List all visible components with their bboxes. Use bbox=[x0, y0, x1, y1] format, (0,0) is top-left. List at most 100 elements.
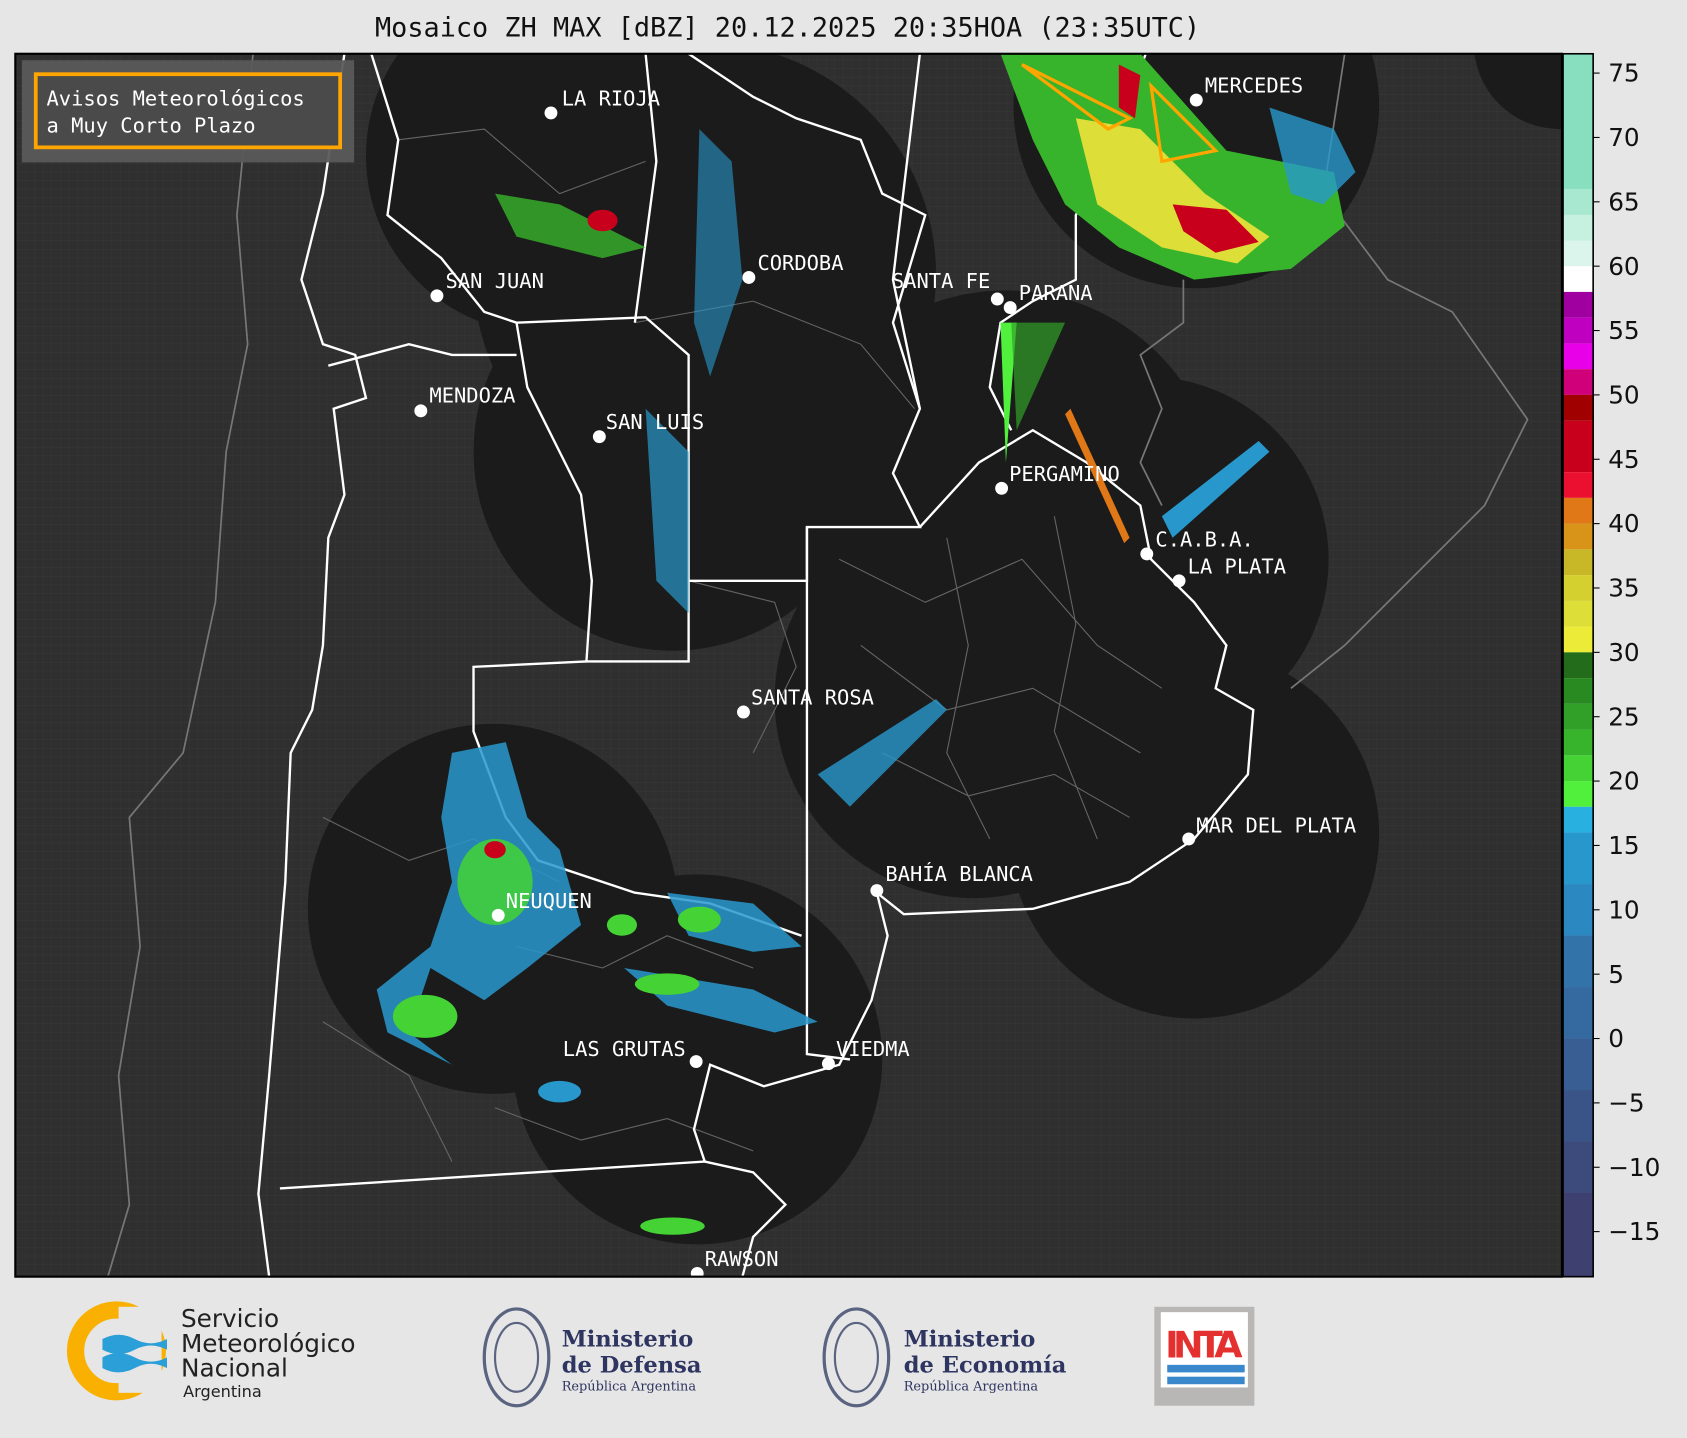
colorbar-band bbox=[1563, 1141, 1594, 1193]
colorbar-band bbox=[1563, 600, 1594, 627]
city-mar-del-plata: MAR DEL PLATA bbox=[1182, 813, 1356, 846]
colorbar-band bbox=[1563, 394, 1594, 421]
city-parana: PARANA bbox=[1003, 281, 1093, 315]
colorbar-tick-label: 0 bbox=[1608, 1024, 1624, 1053]
colorbar-band bbox=[1563, 343, 1594, 370]
colorbar-band bbox=[1563, 987, 1594, 1039]
alert-box[interactable]: Avisos Meteorológicos a Muy Corto Plazo bbox=[21, 60, 355, 163]
ministerio-defensa-logo: Ministerio de Defensa República Argentin… bbox=[482, 1307, 702, 1408]
department-borders bbox=[322, 128, 1163, 1162]
svg-text:PARANA: PARANA bbox=[1019, 281, 1093, 305]
colorbar-tick-label: −15 bbox=[1608, 1217, 1660, 1246]
colorbar-tick-label: 10 bbox=[1608, 895, 1639, 924]
svg-text:Ministerio: Ministerio bbox=[904, 1327, 1036, 1353]
alert-box-line1: Avisos Meteorológicos bbox=[47, 86, 305, 110]
radar-echoes bbox=[376, 53, 1356, 1235]
city-neuquen: NEUQUEN bbox=[491, 889, 592, 922]
svg-text:BAHÍA BLANCA: BAHÍA BLANCA bbox=[885, 861, 1033, 886]
colorbar-band bbox=[1563, 549, 1594, 576]
colorbar-band bbox=[1563, 266, 1594, 292]
colorbar-band bbox=[1563, 884, 1594, 936]
svg-text:Meteorológico: Meteorológico bbox=[181, 1329, 356, 1358]
svg-text:C.A.B.A.: C.A.B.A. bbox=[1155, 527, 1253, 551]
colorbar-tick-label: 60 bbox=[1608, 252, 1639, 281]
city-pergamino: PERGAMINO bbox=[995, 462, 1120, 495]
country-borders bbox=[107, 53, 1529, 1277]
colorbar-tick-label: 5 bbox=[1608, 960, 1624, 989]
colorbar-band bbox=[1563, 806, 1594, 833]
colorbar-band bbox=[1563, 1192, 1594, 1277]
svg-text:MENDOZA: MENDOZA bbox=[429, 383, 515, 407]
svg-text:SAN JUAN: SAN JUAN bbox=[446, 269, 544, 293]
colorbar-tick-label: 65 bbox=[1608, 187, 1639, 216]
colorbar-band bbox=[1563, 832, 1594, 885]
colorbar-band bbox=[1563, 575, 1594, 601]
colorbar-band bbox=[1563, 240, 1594, 267]
colorbar-band bbox=[1563, 317, 1594, 344]
colorbar-tick-label: 35 bbox=[1608, 574, 1639, 603]
colorbar-tick-label: 15 bbox=[1608, 831, 1639, 860]
colorbar-band bbox=[1563, 497, 1594, 524]
svg-text:MERCEDES: MERCEDES bbox=[1205, 73, 1303, 97]
colorbar-tick-label: 45 bbox=[1608, 445, 1639, 474]
svg-text:Nacional: Nacional bbox=[181, 1354, 288, 1383]
svg-text:República Argentina: República Argentina bbox=[562, 1380, 697, 1395]
svg-text:Ministerio: Ministerio bbox=[562, 1327, 694, 1353]
svg-text:CORDOBA: CORDOBA bbox=[757, 251, 843, 275]
alert-box-line2: a Muy Corto Plazo bbox=[47, 113, 256, 137]
colorbar-band bbox=[1563, 755, 1594, 782]
svg-text:SANTA ROSA: SANTA ROSA bbox=[751, 685, 874, 709]
svg-text:VIEDMA: VIEDMA bbox=[836, 1037, 910, 1061]
city-caba: C.A.B.A. bbox=[1140, 527, 1254, 561]
svg-text:LA RIOJA: LA RIOJA bbox=[562, 86, 660, 110]
map-area: LA RIOJA CORDOBA SAN JUAN SANTA FE PARAN… bbox=[15, 53, 1562, 1277]
svg-text:de Defensa: de Defensa bbox=[562, 1352, 702, 1378]
smn-logo: Servicio Meteorológico Nacional Argentin… bbox=[66, 1301, 356, 1401]
colorbar-tick-label: 30 bbox=[1608, 638, 1639, 667]
city-san-juan: SAN JUAN bbox=[430, 269, 544, 303]
city-bahia-blanca: BAHÍA BLANCA bbox=[870, 861, 1033, 898]
svg-text:SANTA FE: SANTA FE bbox=[892, 269, 990, 293]
colorbar-tick-label: 20 bbox=[1608, 767, 1639, 796]
city-mercedes: MERCEDES bbox=[1189, 73, 1303, 107]
city-santa-fe: SANTA FE bbox=[892, 269, 1004, 306]
city-viedma: VIEDMA bbox=[821, 1037, 910, 1071]
colorbar-band bbox=[1563, 729, 1594, 756]
colorbar-band bbox=[1563, 626, 1594, 653]
colorbar-tick-label: 25 bbox=[1608, 702, 1639, 731]
city-cordoba: CORDOBA bbox=[742, 251, 844, 284]
svg-text:República Argentina: República Argentina bbox=[904, 1380, 1039, 1395]
colorbar-band bbox=[1563, 188, 1594, 215]
inta-logo: INTA bbox=[1154, 1306, 1255, 1406]
svg-text:Servicio: Servicio bbox=[181, 1304, 279, 1333]
colorbar-tick-label: 70 bbox=[1608, 123, 1639, 152]
colorbar-band bbox=[1563, 1090, 1594, 1142]
colorbar bbox=[1563, 53, 1594, 1277]
colorbar-band bbox=[1563, 1038, 1594, 1091]
city-markers: LA RIOJA CORDOBA SAN JUAN SANTA FE PARAN… bbox=[414, 73, 1356, 1277]
colorbar-band bbox=[1563, 652, 1594, 679]
svg-text:LAS GRUTAS: LAS GRUTAS bbox=[563, 1037, 686, 1061]
svg-text:de Economía: de Economía bbox=[904, 1352, 1067, 1378]
colorbar-band bbox=[1563, 935, 1594, 988]
map-title: Mosaico ZH MAX [dBZ] 20.12.2025 20:35HOA… bbox=[375, 13, 1200, 44]
city-rawson: RAWSON bbox=[690, 1247, 779, 1277]
svg-text:SAN LUIS: SAN LUIS bbox=[606, 410, 704, 434]
colorbar-band bbox=[1563, 781, 1594, 807]
svg-text:LA PLATA: LA PLATA bbox=[1188, 554, 1286, 578]
colorbar-band bbox=[1563, 214, 1594, 241]
svg-text:INTA: INTA bbox=[1165, 1323, 1243, 1366]
colorbar-tick-label: −5 bbox=[1608, 1088, 1644, 1117]
colorbar-band bbox=[1563, 523, 1594, 550]
colorbar-band bbox=[1563, 678, 1594, 704]
colorbar-tick-label: −10 bbox=[1608, 1153, 1660, 1182]
colorbar-tick-label: 75 bbox=[1608, 59, 1639, 88]
city-las-grutas: LAS GRUTAS bbox=[563, 1037, 703, 1069]
city-la-rioja: LA RIOJA bbox=[544, 86, 660, 120]
colorbar-tick-label: 50 bbox=[1608, 381, 1639, 410]
svg-text:Argentina: Argentina bbox=[183, 1382, 262, 1401]
colorbar-band bbox=[1563, 472, 1594, 498]
city-mendoza: MENDOZA bbox=[414, 383, 515, 418]
